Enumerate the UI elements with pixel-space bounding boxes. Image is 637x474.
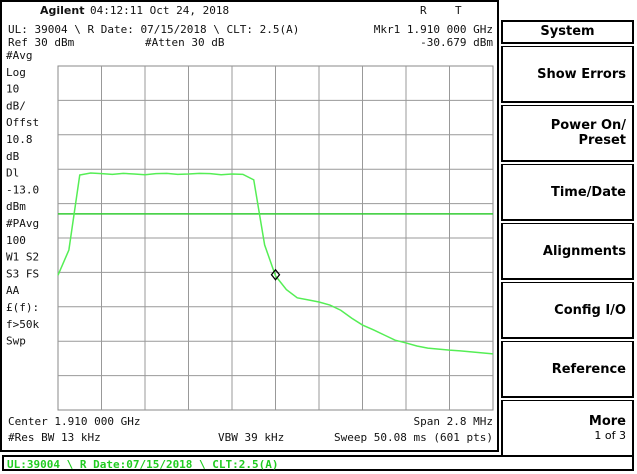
side-label: AA	[6, 284, 20, 297]
marker-freq: Mkr1 1.910 000 GHz	[374, 23, 493, 36]
screen-frame	[0, 0, 499, 452]
side-label: dB/	[6, 99, 26, 112]
softkey[interactable]: More 1 of 3	[501, 400, 634, 457]
softkey[interactable]: Power On/Preset	[501, 105, 634, 162]
softkey-label: Power On/	[550, 118, 626, 133]
rbw: #Res BW 13 kHz	[8, 431, 101, 444]
softkey[interactable]: Config I/O	[501, 282, 634, 339]
atten: #Atten 30 dB	[145, 36, 225, 49]
ref-level: Ref 30 dBm	[8, 36, 75, 49]
vbw: VBW 39 kHz	[218, 431, 284, 444]
sweep: Sweep 50.08 ms (601 pts)	[334, 431, 493, 444]
brand: Agilent	[40, 4, 84, 17]
side-label: Log	[6, 66, 26, 79]
side-label: f>50k	[6, 318, 39, 331]
softkey-label: Preset	[578, 133, 626, 148]
softkey-label: More	[588, 414, 626, 429]
softkey-label: 1 of 3	[594, 429, 626, 442]
softkey[interactable]: Time/Date	[501, 164, 634, 221]
side-label: Dl	[6, 167, 19, 180]
side-label: dB	[6, 150, 20, 163]
softkey-label: Alignments	[542, 243, 626, 259]
side-label: Offst	[6, 116, 39, 129]
softkey-label: Reference	[551, 361, 626, 377]
menu-title: System	[501, 20, 634, 44]
softkey[interactable]: Show Errors	[501, 46, 634, 103]
side-label: S3 FS	[6, 267, 39, 280]
softkey-label: Show Errors	[537, 66, 626, 82]
datetime: 04:12:11 Oct 24, 2018	[90, 4, 229, 17]
side-label: #Avg	[6, 49, 33, 62]
side-label: W1 S2	[6, 251, 39, 264]
side-label: £(f):	[6, 301, 39, 314]
softkey[interactable]: Reference	[501, 341, 634, 398]
marker-level: -30.679 dBm	[420, 36, 493, 49]
side-label: 100	[6, 234, 26, 247]
flag: R	[420, 4, 427, 17]
screen: Agilent 04:12:11 Oct 24, 2018 R T UL: 39…	[0, 0, 499, 452]
side-label: 10	[6, 83, 19, 96]
center-freq: Center 1.910 000 GHz	[8, 415, 140, 428]
span: Span 2.8 MHz	[414, 415, 493, 428]
trace	[57, 172, 494, 355]
marker	[270, 268, 281, 281]
side-label: -13.0	[6, 183, 39, 196]
softkey-menu: System Show Errors Power On/Preset Time/Da…	[501, 20, 634, 457]
side-label: 10.8	[6, 133, 33, 146]
side-label: Swp	[6, 335, 26, 348]
info-line: UL: 39004 \ R Date: 07/15/2018 \ CLT: 2.…	[8, 23, 299, 36]
softkey[interactable]: Alignments	[501, 223, 634, 280]
status-bar: UL:39004 \ R Date:07/15/2018 \ CLT:2.5(A…	[2, 455, 634, 471]
softkey-label: Time/Date	[550, 184, 626, 200]
flag: T	[455, 4, 462, 17]
softkey-label: Config I/O	[554, 302, 626, 318]
side-label: #PAvg	[6, 217, 39, 230]
side-label: dBm	[6, 200, 26, 213]
